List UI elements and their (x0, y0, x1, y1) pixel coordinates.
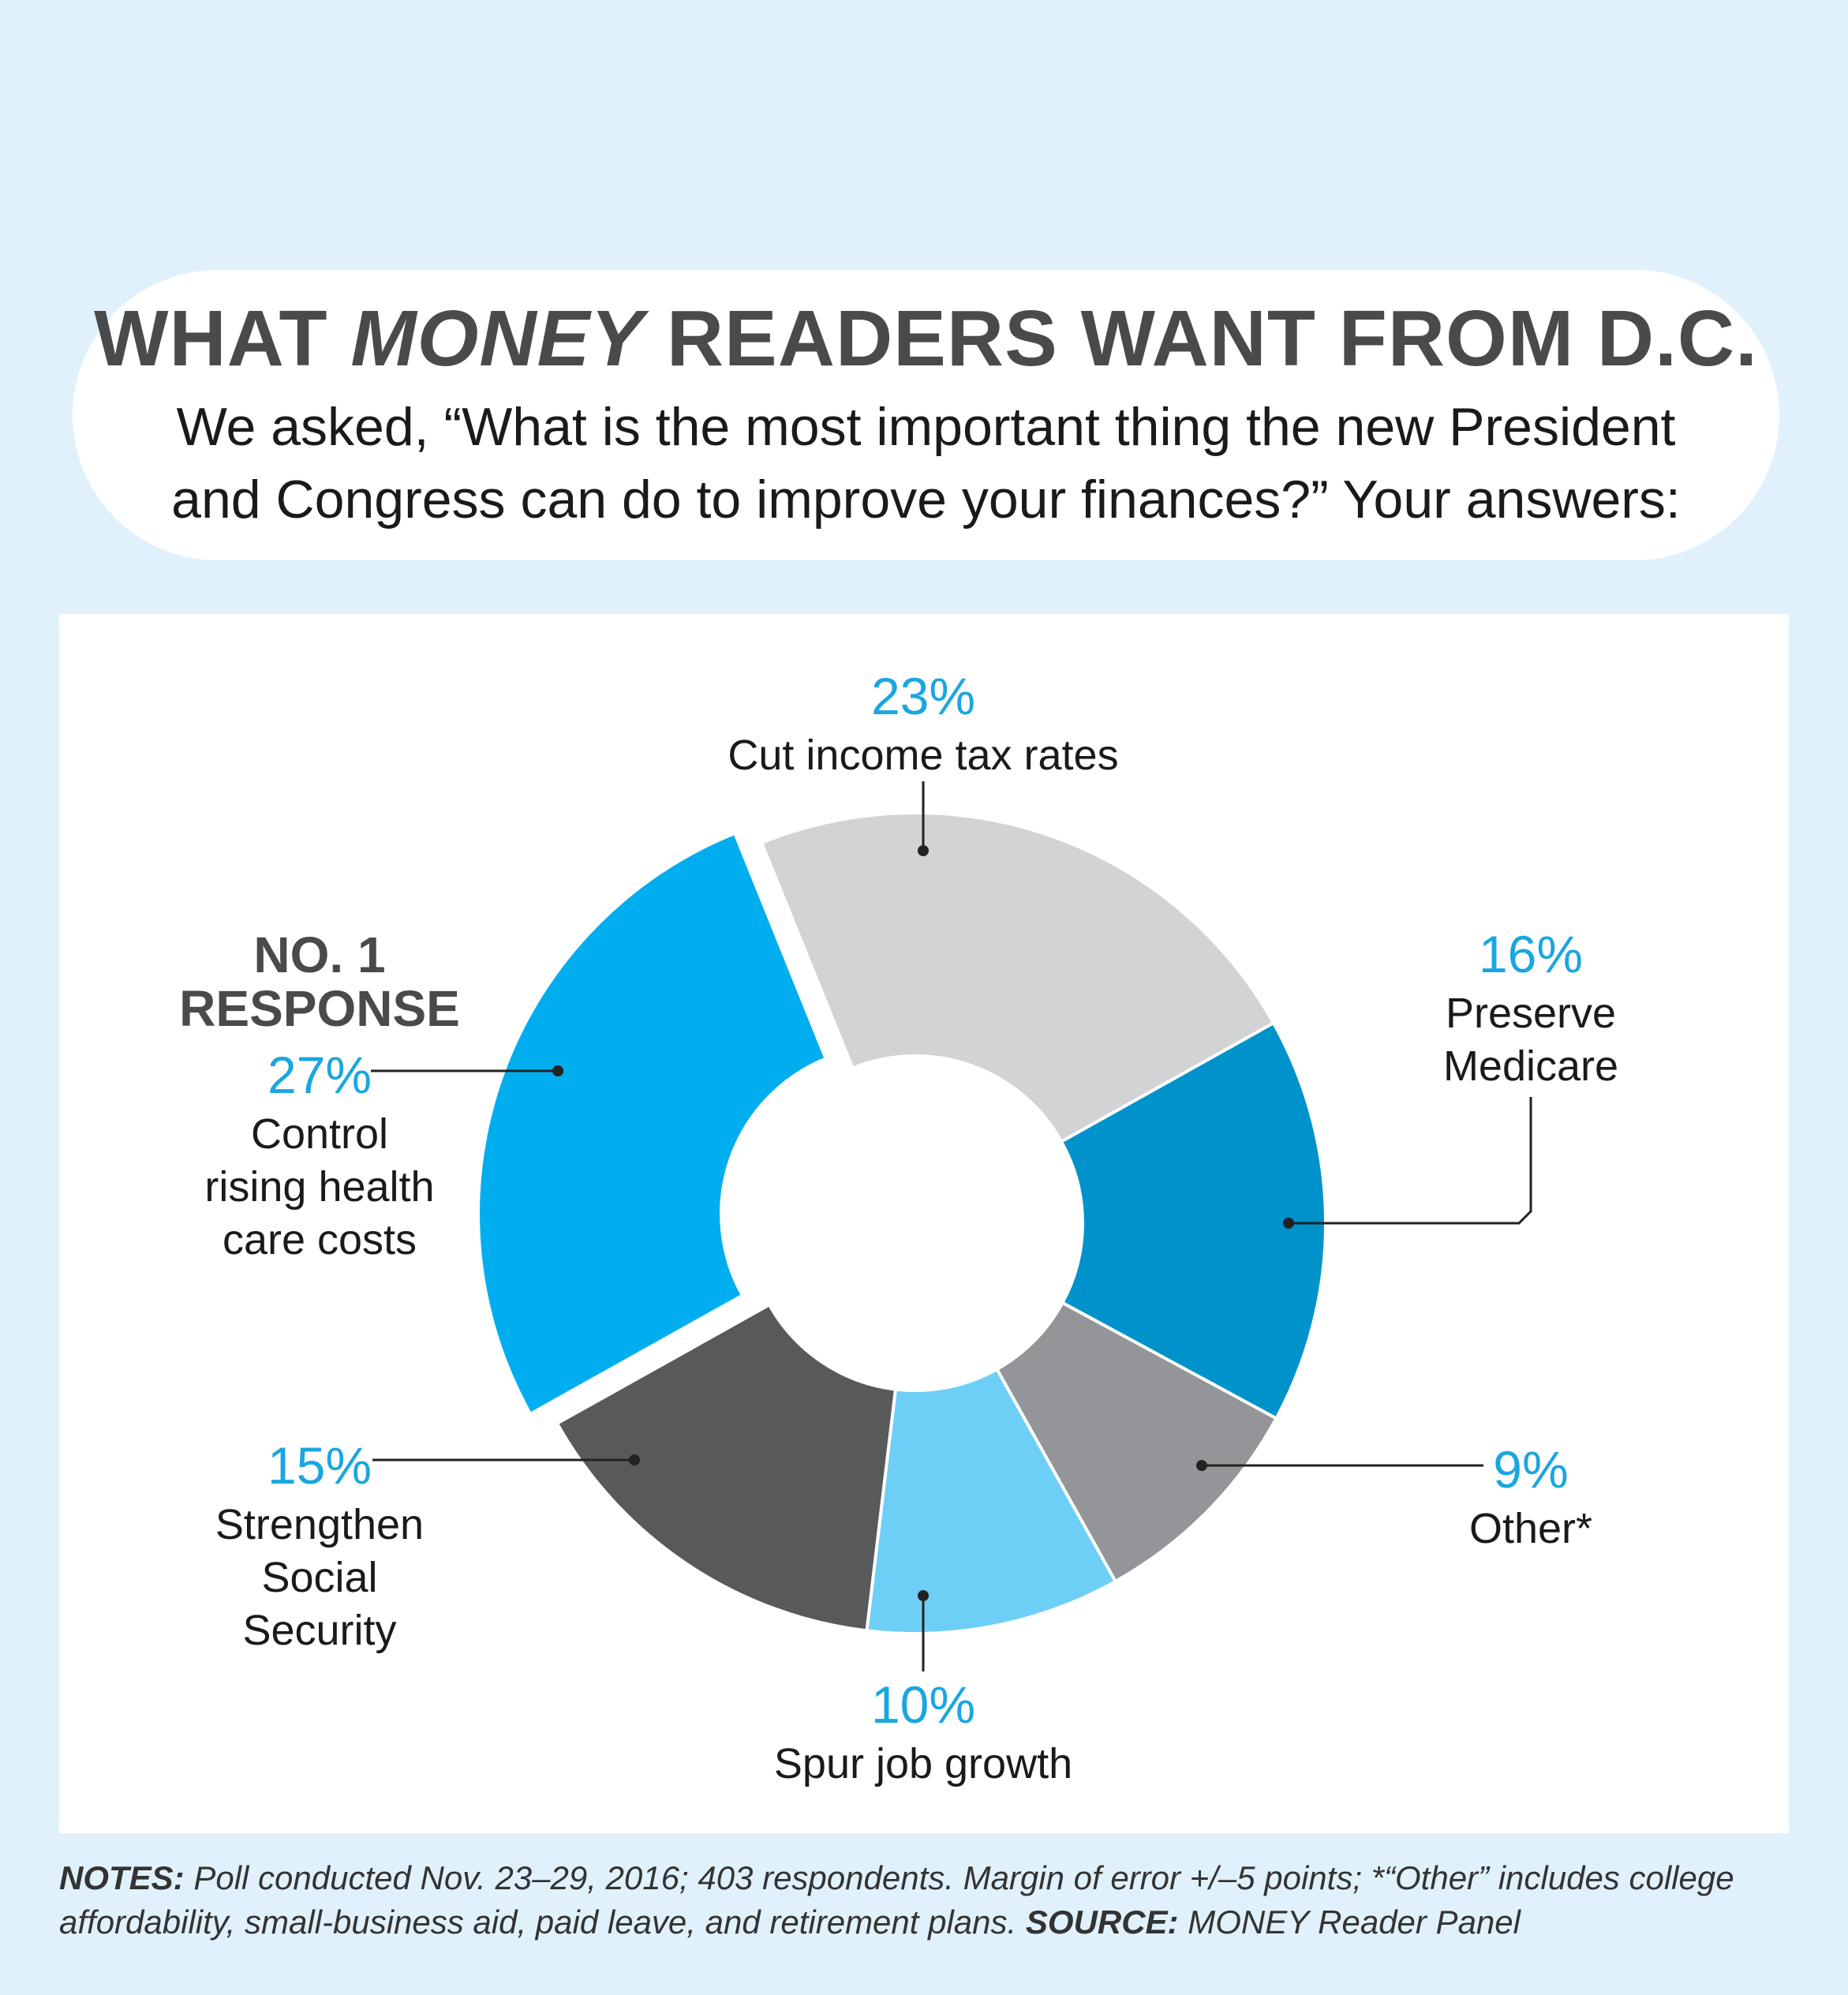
leader-dot (918, 845, 929, 856)
slice-category-label: Strengthen (215, 1501, 424, 1548)
slice-percent-label: 15% (267, 1436, 372, 1495)
leader-line (1289, 1097, 1532, 1225)
slice-category-label: Other* (1469, 1505, 1592, 1552)
slice-category-label: care costs (223, 1216, 417, 1263)
leader-dot (552, 1065, 563, 1076)
slice-percent-label: 23% (871, 667, 975, 725)
notes-text: Poll conducted Nov. 23–29, 2016; 403 res… (184, 1859, 1734, 1896)
donut-slice (994, 1301, 1279, 1584)
slice-category-label: Spur job growth (774, 1740, 1072, 1787)
donut-slice (1059, 1020, 1327, 1421)
slice-percent-label: 9% (1493, 1440, 1568, 1499)
subtitle-line: We asked, “What is the most important th… (176, 397, 1676, 457)
slice-percent-label: 27% (267, 1046, 372, 1104)
leader-dot (1283, 1218, 1294, 1229)
chart-notes: NOTES: Poll conducted Nov. 23–29, 2016; … (59, 1856, 1795, 1944)
slice-category-label: Cut income tax rates (728, 732, 1118, 779)
slice-category-label: Control (251, 1110, 388, 1158)
slice-category-label: rising health (204, 1163, 434, 1211)
header-banner (73, 270, 1779, 560)
subtitle-line: and Congress can do to improve your fina… (171, 470, 1681, 530)
source-label: SOURCE: (1025, 1903, 1179, 1941)
donut-slice (477, 831, 829, 1417)
chart-title: WHAT MONEY READERS WANT FROM D.C. (94, 294, 1758, 383)
leader-lines (371, 781, 1532, 1671)
slice-percent-label: 16% (1479, 925, 1583, 983)
no1-label-line1: NO. 1 (253, 926, 385, 983)
no1-response-callout: NO. 1 RESPONSE (179, 926, 460, 1037)
donut-slice (865, 1367, 1118, 1635)
source-text: MONEY Reader Panel (1178, 1903, 1521, 1941)
no1-label-line2: RESPONSE (179, 980, 460, 1037)
slice-category-label: Preserve (1446, 990, 1616, 1037)
leader-dot (918, 1590, 929, 1601)
slice-category-label: Social (261, 1554, 377, 1601)
leader-dot (1196, 1460, 1207, 1471)
leader-dot (629, 1454, 640, 1465)
chart-subtitle: We asked, “What is the most important th… (73, 391, 1779, 536)
slice-labels: 23% Cut income tax rates 16% Preserve Medica… (204, 667, 1618, 1787)
notes-text-cont: affordability, small-business aid, paid … (59, 1903, 1026, 1941)
slice-category-label: Security (242, 1607, 396, 1654)
donut-slices (477, 811, 1327, 1635)
donut-slice (555, 1302, 898, 1633)
slice-category-label: Medicare (1443, 1042, 1618, 1090)
notes-label: NOTES: (59, 1859, 185, 1896)
donut-slice (759, 811, 1276, 1144)
slice-percent-label: 10% (871, 1675, 975, 1734)
